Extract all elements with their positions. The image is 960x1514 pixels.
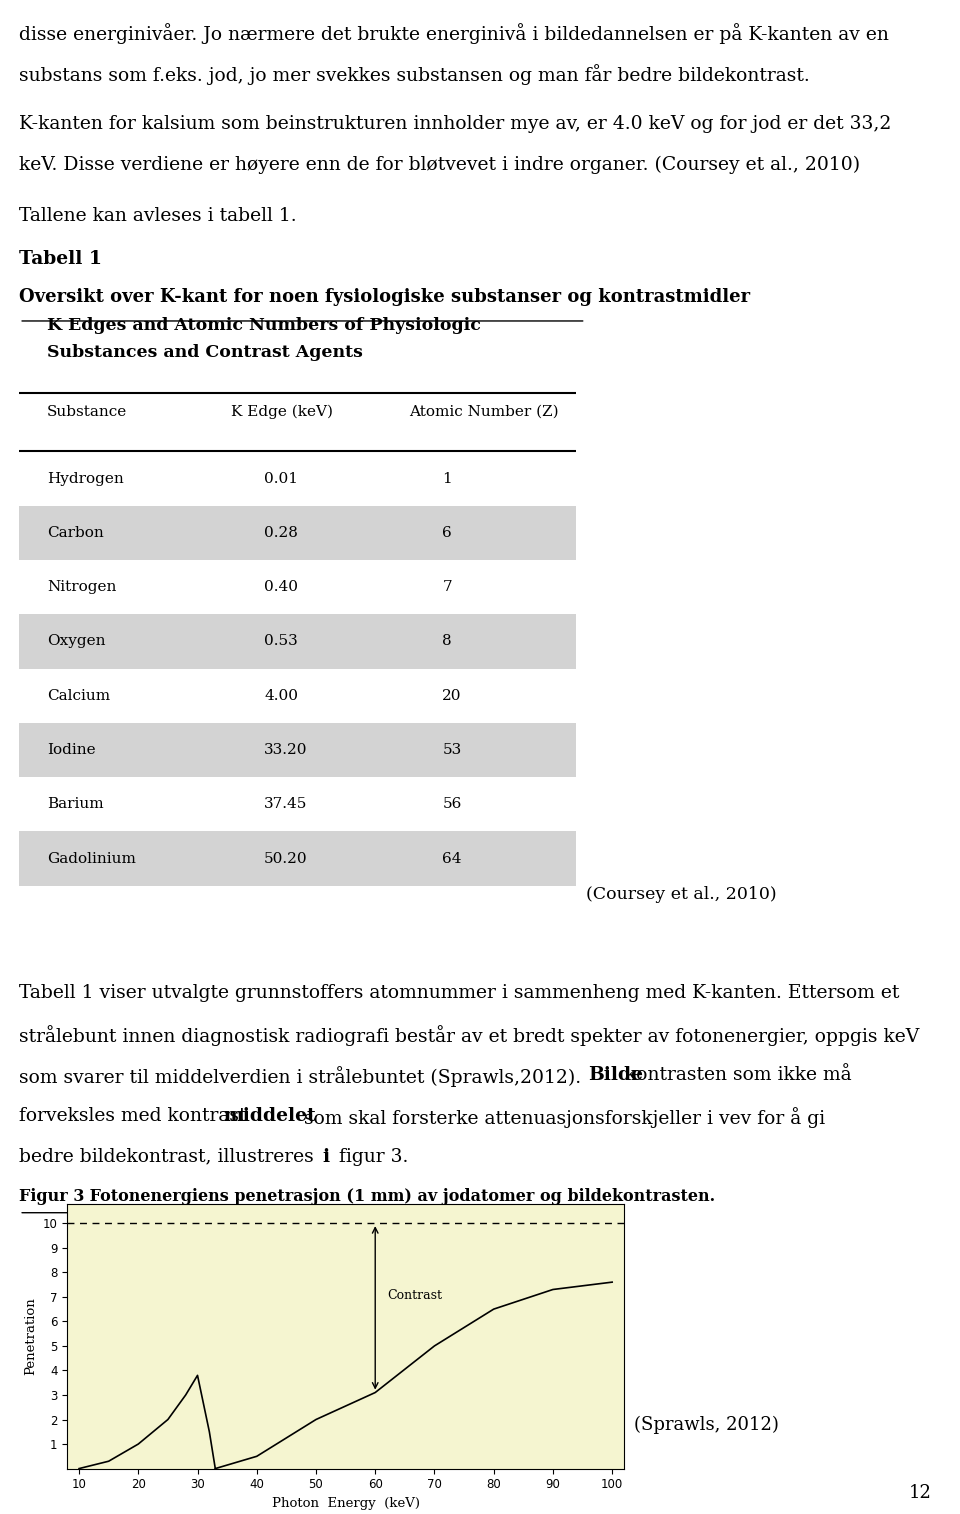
Text: 53: 53	[443, 743, 462, 757]
Bar	[19, 722, 576, 777]
Text: 33.20: 33.20	[264, 743, 308, 757]
Text: 4.00: 4.00	[264, 689, 299, 702]
Text: 0.01: 0.01	[264, 471, 299, 486]
Text: 64: 64	[443, 851, 462, 866]
Bar	[19, 451, 576, 506]
Text: Bilde: Bilde	[588, 1066, 643, 1084]
Text: Nitrogen: Nitrogen	[47, 580, 116, 593]
Text: 7: 7	[443, 580, 452, 593]
Text: Atomic Number (Z): Atomic Number (Z)	[409, 404, 559, 419]
Bar	[19, 831, 576, 886]
Text: K-kanten for kalsium som beinstrukturen innholder mye av, er 4.0 keV og for jod : K-kanten for kalsium som beinstrukturen …	[19, 115, 892, 133]
Text: K Edges and Atomic Numbers of Physiologic: K Edges and Atomic Numbers of Physiologi…	[47, 318, 481, 335]
Text: 0.40: 0.40	[264, 580, 299, 593]
Bar	[19, 669, 576, 722]
X-axis label: Photon  Energy  (keV): Photon Energy (keV)	[272, 1497, 420, 1509]
Text: Hydrogen: Hydrogen	[47, 471, 124, 486]
Text: keV. Disse verdiene er høyere enn de for bløtvevet i indre organer. (Coursey et : keV. Disse verdiene er høyere enn de for…	[19, 156, 860, 174]
Text: Substance: Substance	[47, 404, 128, 419]
Text: Tallene kan avleses i tabell 1.: Tallene kan avleses i tabell 1.	[19, 207, 297, 226]
Text: som svarer til middelverdien i strålebuntet (Sprawls,2012).: som svarer til middelverdien i strålebun…	[19, 1066, 588, 1087]
Bar	[19, 506, 576, 560]
Text: 50.20: 50.20	[264, 851, 308, 866]
Text: Tabell 1 viser utvalgte grunnstoffers atomnummer i sammenheng med K-kanten. Ette: Tabell 1 viser utvalgte grunnstoffers at…	[19, 984, 900, 1002]
Text: 37.45: 37.45	[264, 798, 307, 812]
Text: 0.28: 0.28	[264, 525, 298, 540]
Text: 56: 56	[443, 798, 462, 812]
Bar	[19, 560, 576, 615]
Text: K Edge (keV): K Edge (keV)	[230, 404, 333, 419]
Text: bedre bildekontrast, illustreres: bedre bildekontrast, illustreres	[19, 1148, 320, 1166]
Text: som skal forsterke attenuasjonsforskjeller i vev for å gi: som skal forsterke attenuasjonsforskjell…	[298, 1107, 825, 1128]
Text: kontrasten som ikke må: kontrasten som ikke må	[625, 1066, 852, 1084]
Text: Carbon: Carbon	[47, 525, 104, 540]
Text: (Coursey et al., 2010): (Coursey et al., 2010)	[586, 886, 777, 902]
Text: Tabell 1: Tabell 1	[19, 250, 102, 268]
Text: Fotonenergiens penetrasjon (1 mm) av jodatomer og bildekontrasten.: Fotonenergiens penetrasjon (1 mm) av jod…	[84, 1188, 715, 1205]
Text: 12: 12	[908, 1484, 931, 1502]
Text: forveksles med kontrast: forveksles med kontrast	[19, 1107, 247, 1125]
Y-axis label: Penetration: Penetration	[24, 1297, 37, 1375]
Text: Figur 3: Figur 3	[19, 1188, 84, 1205]
Text: Contrast: Contrast	[387, 1288, 442, 1302]
Text: 8: 8	[443, 634, 452, 648]
Text: substans som f.eks. jod, jo mer svekkes substansen og man får bedre bildekontras: substans som f.eks. jod, jo mer svekkes …	[19, 64, 810, 85]
Bar	[19, 777, 576, 831]
Text: strålebunt innen diagnostisk radiografi består av et bredt spekter av fotonenerg: strålebunt innen diagnostisk radiografi …	[19, 1025, 920, 1046]
Text: 0.53: 0.53	[264, 634, 298, 648]
Text: 1: 1	[443, 471, 452, 486]
Text: i: i	[323, 1148, 329, 1166]
Text: Barium: Barium	[47, 798, 104, 812]
Text: Calcium: Calcium	[47, 689, 110, 702]
Text: 6: 6	[443, 525, 452, 540]
Text: middelet: middelet	[224, 1107, 317, 1125]
Text: 20: 20	[443, 689, 462, 702]
Text: Gadolinium: Gadolinium	[47, 851, 136, 866]
Text: Substances and Contrast Agents: Substances and Contrast Agents	[47, 344, 363, 360]
Text: Oversikt over K-kant for noen fysiologiske substanser og kontrastmidler: Oversikt over K-kant for noen fysiologis…	[19, 288, 751, 306]
Text: disse energinivåer. Jo nærmere det brukte energinivå i bildedannelsen er på K-ka: disse energinivåer. Jo nærmere det brukt…	[19, 23, 889, 44]
Text: (Sprawls, 2012): (Sprawls, 2012)	[634, 1416, 779, 1434]
Text: Oxygen: Oxygen	[47, 634, 106, 648]
Bar	[19, 615, 576, 669]
Text: figur 3.: figur 3.	[333, 1148, 409, 1166]
Text: Iodine: Iodine	[47, 743, 96, 757]
